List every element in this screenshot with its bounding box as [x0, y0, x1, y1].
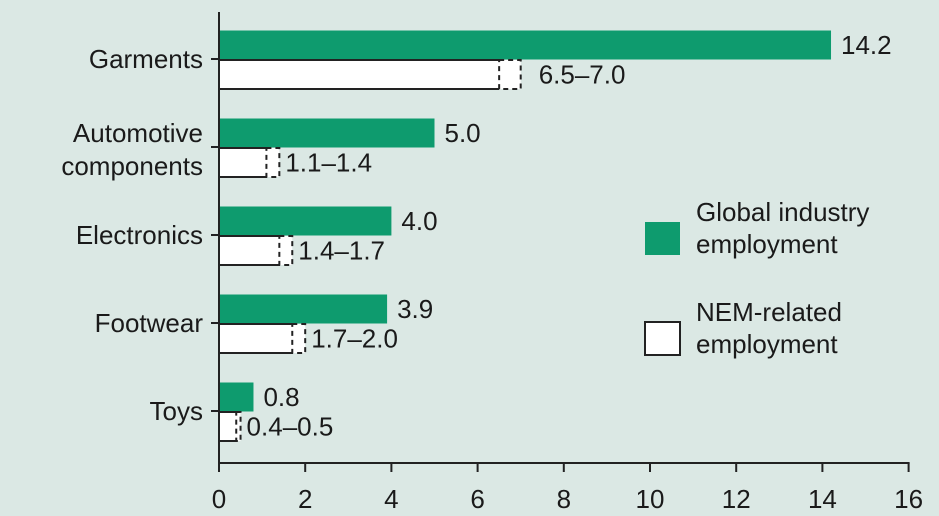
bar-nem-range-0 [498, 59, 522, 90]
bar-nem-fill-2 [219, 236, 293, 265]
legend-swatch-1 [644, 321, 681, 356]
bar-nem-fill-0 [219, 60, 521, 89]
x-tick-label-3: 6 [470, 484, 484, 514]
x-tick-label-7: 14 [808, 484, 837, 514]
bar-nem-range-1 [265, 147, 281, 178]
x-tick-label-0: 0 [212, 484, 226, 514]
value-label-global-4: 0.8 [263, 382, 299, 412]
axes-layer: Garments Automotive components Electronics F… [61, 12, 923, 514]
bar-nem-range-2 [278, 235, 294, 266]
legend-label-1: NEM-related employment [696, 297, 842, 359]
x-tick-label-8: 16 [894, 484, 923, 514]
x-tick-label-2: 4 [384, 484, 398, 514]
x-tick-label-5: 10 [636, 484, 665, 514]
bar-nem-range-3 [291, 323, 307, 354]
value-label-global-0: 14.2 [841, 30, 892, 60]
category-label-4: Toys [150, 396, 203, 426]
legend-swatch-0 [645, 222, 680, 255]
value-label-global-1: 5.0 [445, 118, 481, 148]
x-tick-label-1: 2 [298, 484, 312, 514]
category-label-0: Garments [89, 44, 203, 74]
value-label-nem-2: 1.4–1.7 [298, 236, 385, 266]
bar-nem-fill-1 [219, 148, 280, 177]
x-tick-label-6: 12 [722, 484, 751, 514]
bar-nem-fill-3 [219, 324, 306, 353]
bar-global-3 [219, 294, 388, 324]
bar-global-4 [219, 382, 254, 412]
legend: Global industry employment NEM-related empl… [644, 197, 869, 359]
value-label-nem-4: 0.4–0.5 [247, 412, 334, 442]
bar-nem-fill-4 [219, 412, 241, 441]
value-label-global-3: 3.9 [397, 294, 433, 324]
value-label-nem-0: 6.5–7.0 [539, 60, 626, 90]
x-tick-label-4: 8 [557, 484, 571, 514]
bar-global-0 [219, 30, 832, 60]
category-label-2: Electronics [76, 220, 203, 250]
bar-nem-range-4 [235, 411, 242, 442]
bar-global-2 [219, 206, 392, 236]
legend-label-0: Global industry employment [696, 197, 869, 259]
bar-global-1 [219, 118, 435, 148]
value-label-nem-1: 1.1–1.4 [285, 148, 372, 178]
value-label-global-2: 4.0 [401, 206, 437, 236]
category-label-1: Automotive components [61, 118, 203, 181]
category-label-3: Footwear [95, 308, 204, 338]
value-label-nem-3: 1.7–2.0 [311, 324, 398, 354]
